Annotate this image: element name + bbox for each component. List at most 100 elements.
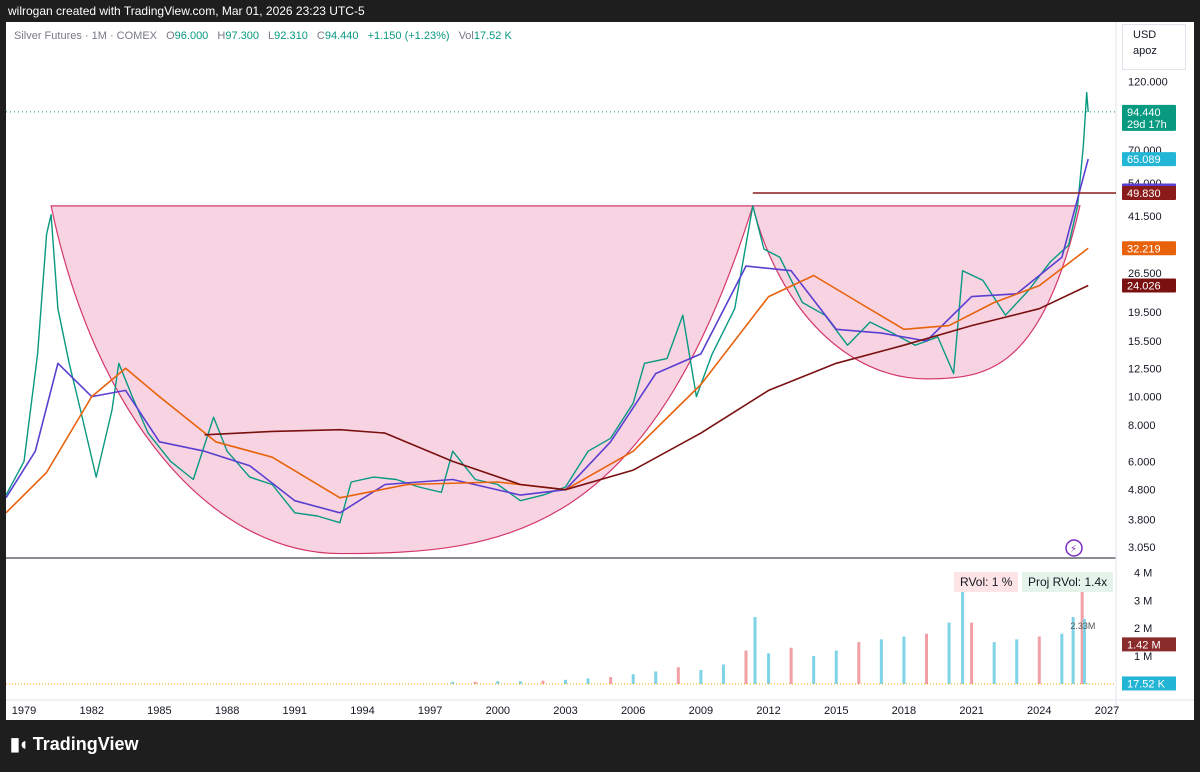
time-tick-label: 1982 — [79, 705, 103, 717]
price-badge-value: 65.089 — [1127, 154, 1161, 166]
volume-bar — [947, 622, 951, 684]
price-badge-value: 32.219 — [1127, 243, 1161, 255]
open-label: O — [166, 30, 175, 42]
volume-tick-label: 3 M — [1134, 595, 1152, 607]
chart-frame[interactable]: 120.00070.00054.00041.50026.50019.50015.… — [6, 22, 1194, 720]
currency-label: USD — [1133, 29, 1157, 41]
footer: ▮◖ TradingView — [0, 720, 1200, 772]
volume-bar — [924, 633, 928, 684]
tradingview-logo[interactable]: ▮◖ TradingView — [10, 734, 138, 755]
price-badge — [1122, 104, 1176, 131]
time-tick-label: 1994 — [350, 705, 374, 717]
volume-bar — [676, 667, 680, 684]
price-tick-label: 3.050 — [1128, 542, 1156, 554]
lightning-icon-glyph: ⚡ — [1070, 544, 1077, 555]
price-badge — [1122, 185, 1176, 200]
volume-bar — [961, 577, 965, 684]
volume-bar — [654, 671, 658, 684]
volume-bar — [721, 664, 725, 684]
low-value: 92.310 — [274, 30, 308, 42]
volume-bar — [631, 674, 635, 684]
price-badge-value: 24.026 — [1127, 280, 1161, 292]
price-tick-label: 6.000 — [1128, 456, 1156, 468]
rvol-badge: RVol: 1 % — [954, 572, 1019, 592]
volume-tick-label: 2 M — [1134, 623, 1152, 635]
price-badge-countdown: 29d 17h — [1127, 119, 1167, 131]
symbol-name: Silver Futures · 1M · COMEX — [14, 30, 158, 42]
lightning-icon — [1065, 539, 1083, 557]
price-tick-label: 12.500 — [1128, 363, 1162, 375]
volume-bar — [1015, 639, 1019, 684]
proj-rvol-text: Proj RVol: 1.4x — [1028, 575, 1108, 589]
volume-bar — [518, 681, 522, 684]
volume-bar — [753, 617, 757, 684]
series-line-3 — [204, 284, 1089, 491]
currency-selector[interactable]: USD apoz — [1122, 24, 1186, 70]
tradingview-logo-icon: ▮◖ — [10, 734, 29, 754]
volume-badge-value: 17.52 K — [1127, 678, 1166, 690]
time-tick-label: 1979 — [12, 705, 36, 717]
time-tick-label: 2012 — [756, 705, 780, 717]
volume-tick-label: 4 M — [1134, 567, 1152, 579]
volume-bar — [451, 681, 455, 684]
volume-bar — [992, 642, 996, 684]
time-tick-label: 2021 — [959, 705, 983, 717]
volume-bar — [541, 680, 545, 684]
volume-bar — [879, 639, 883, 684]
price-tick-label: 3.800 — [1128, 514, 1156, 526]
time-tick-label: 1997 — [418, 705, 442, 717]
time-tick-label: 2027 — [1095, 705, 1119, 717]
proj-rvol-badge: Proj RVol: 1.4x — [1022, 572, 1114, 592]
price-tick-label: 8.000 — [1128, 420, 1156, 432]
volume-badge — [1122, 637, 1176, 652]
volume-bar — [789, 647, 793, 684]
change-value: +1.150 (+1.23%) — [367, 30, 450, 42]
price-tick-label: 41.500 — [1128, 211, 1162, 223]
header-text: wilrogan created with TradingView.com, M… — [8, 4, 365, 18]
volume-badge — [1122, 676, 1176, 691]
price-tick-label: 4.800 — [1128, 485, 1156, 497]
volume-bar — [767, 653, 771, 684]
time-tick-label: 1988 — [215, 705, 239, 717]
price-tick-label: 15.500 — [1128, 336, 1162, 348]
price-tick-label: 19.500 — [1128, 307, 1162, 319]
series-line-1 — [6, 158, 1089, 514]
volume-bar — [1037, 636, 1041, 684]
price-badge — [1122, 241, 1176, 256]
volume-bar — [1082, 618, 1086, 684]
cup-pattern-right — [751, 205, 1081, 380]
volume-bar — [744, 650, 748, 684]
volume-badge-value: 1.42 M — [1127, 639, 1161, 651]
time-tick-label: 1991 — [283, 705, 307, 717]
volume-tick-label: 1 M — [1134, 651, 1152, 663]
close-label: C — [316, 30, 325, 42]
share-header: wilrogan created with TradingView.com, M… — [0, 0, 1200, 22]
time-tick-label: 2015 — [824, 705, 848, 717]
close-value: 94.440 — [324, 30, 359, 42]
symbol-legend: Silver Futures · 1M · COMEX O96.000 H97.… — [14, 30, 512, 42]
volume-annotation: 2.33M — [1070, 621, 1095, 631]
time-tick-label: 2003 — [553, 705, 577, 717]
brand-name: TradingView — [32, 734, 139, 754]
volume-bar — [1086, 683, 1090, 684]
volume-bar — [699, 670, 703, 684]
volume-bar — [834, 650, 838, 684]
time-tick-label: 2024 — [1027, 705, 1051, 717]
time-tick-label: 2000 — [486, 705, 510, 717]
volume-bar — [586, 678, 590, 684]
price-badge — [1122, 152, 1176, 167]
price-chart[interactable]: 120.00070.00054.00041.50026.50019.50015.… — [6, 22, 1194, 720]
volume-label: Vol — [458, 30, 474, 42]
open-value: 96.000 — [174, 30, 209, 42]
series-line-0 — [6, 91, 1089, 524]
time-tick-label: 2009 — [689, 705, 713, 717]
time-tick-label: 2006 — [621, 705, 645, 717]
price-badge-value: 49.830 — [1127, 188, 1161, 200]
price-tick-label: 10.000 — [1128, 392, 1162, 404]
price-tick-label: 26.500 — [1128, 268, 1162, 280]
volume-bar — [812, 656, 816, 684]
price-badge — [1122, 278, 1176, 293]
layout-label: apoz — [1133, 45, 1157, 57]
volume-bar — [1071, 617, 1075, 684]
volume-bar — [496, 681, 500, 684]
